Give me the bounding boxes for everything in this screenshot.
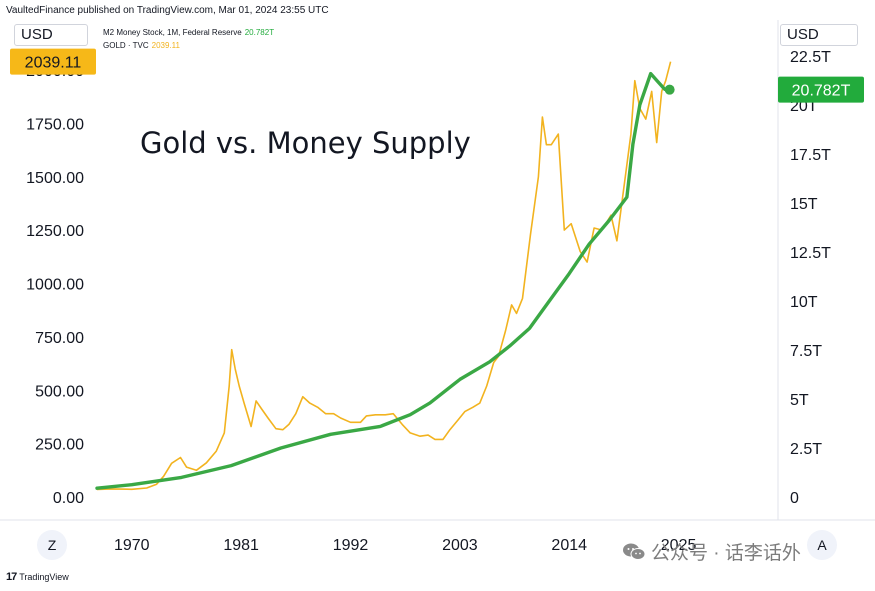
wechat-icon (623, 543, 646, 560)
legend-gold-value: 2039.11 (151, 41, 180, 50)
legend-m2-value: 20.782T (244, 28, 275, 37)
x-tick-label: 1981 (223, 537, 259, 554)
gold-price-badge-text: 2039.11 (25, 55, 82, 72)
tradingview-logo-icon: 17 (6, 571, 17, 583)
published-line: VaultedFinance published on TradingView.… (6, 5, 329, 16)
left-tick-label: 1250.00 (26, 223, 84, 240)
left-tick-label: 250.00 (35, 437, 84, 454)
right-tick-label: 15T (790, 196, 818, 213)
legend-gold-label: GOLD · TVC (103, 41, 149, 50)
left-tick-label: 750.00 (35, 330, 84, 347)
badge-layer: 2039.11 20.782T (10, 48, 864, 103)
chart-title: Gold vs. Money Supply (140, 126, 471, 160)
m2-series-line[interactable] (95, 71, 672, 490)
x-tick-label: 1970 (114, 537, 150, 554)
right-tick-label: 17.5T (790, 147, 831, 164)
left-tick-label: 0.00 (53, 490, 84, 507)
right-tick-label: 22.5T (790, 49, 831, 66)
x-tick-label: 2003 (442, 537, 478, 554)
x-tick-label: 1992 (333, 537, 369, 554)
gold-price-badge (10, 48, 96, 75)
gold-series-line[interactable] (96, 61, 672, 491)
right-tick-label: 12.5T (790, 245, 831, 262)
right-tick-label: 10T (790, 294, 818, 311)
m2-price-badge (778, 76, 864, 103)
auto-scale-button[interactable]: A (807, 530, 837, 560)
legend-m2-label: M2 Money Stock, 1M, Federal Reserve (103, 28, 242, 37)
left-axis[interactable]: 0.00 250.00 500.00 750.00 1000.00 1250.00 1500… (26, 63, 84, 507)
legend-m2[interactable]: M2 Money Stock, 1M, Federal Reserve 20.78… (103, 28, 274, 37)
left-tick-label: 1500.00 (26, 170, 84, 187)
left-tick-label: 1750.00 (26, 116, 84, 133)
m2-last-point[interactable] (664, 84, 675, 95)
m2-price-badge-text: 20.782T (792, 83, 851, 100)
scroll-left-button[interactable]: Z (37, 530, 67, 560)
tradingview-footer[interactable]: 17 TradingView (6, 571, 69, 583)
watermark-text: 公众号 · 话李话外 (651, 543, 801, 564)
series-layer (95, 61, 675, 491)
legend-gold[interactable]: GOLD · TVC 2039.11 (103, 41, 180, 50)
left-currency-button[interactable]: USD (14, 24, 88, 46)
right-currency-button[interactable]: USD (780, 24, 858, 46)
right-tick-label: 7.5T (790, 343, 822, 360)
x-tick-label: 2025 (661, 537, 697, 554)
tradingview-label: TradingView (19, 572, 69, 582)
left-tick-label: 500.00 (35, 383, 84, 400)
right-tick-label: 0 (790, 490, 799, 507)
x-axis[interactable]: 1970 1981 1992 2003 2014 2025 (114, 537, 696, 554)
x-tick-label: 2014 (551, 537, 587, 554)
right-tick-label: 5T (790, 392, 809, 409)
left-tick-label: 1000.00 (26, 277, 84, 294)
right-tick-label: 2.5T (790, 441, 822, 458)
watermark: 公众号 · 话李话外 (622, 538, 801, 565)
